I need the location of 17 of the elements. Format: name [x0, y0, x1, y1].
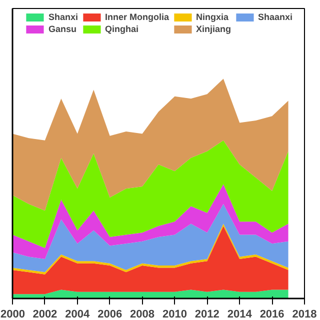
x-tick-label: 2008 — [130, 308, 155, 320]
x-tick-label: 2016 — [260, 308, 284, 320]
legend-label: Inner Mongolia — [104, 12, 169, 22]
x-tick-label: 2006 — [98, 308, 122, 320]
x-tick-label: 2002 — [32, 308, 58, 320]
x-tick-label: 2004 — [65, 308, 91, 320]
legend-label: Qinghai — [104, 24, 138, 34]
legend-label: Shaanxi — [258, 12, 293, 22]
x-tick-label: 2014 — [227, 308, 253, 320]
legend-label: Ningxia — [196, 12, 229, 22]
x-tick-label: 2010 — [162, 308, 187, 320]
x-tick-label: 2012 — [194, 308, 220, 320]
x-tick-label: 2018 — [292, 308, 317, 320]
x-tick-label: 2000 — [0, 308, 25, 320]
legend-label: Shanxi — [48, 12, 78, 22]
legend-label: Xinjiang — [196, 24, 232, 34]
legend-label: Gansu — [48, 24, 76, 34]
